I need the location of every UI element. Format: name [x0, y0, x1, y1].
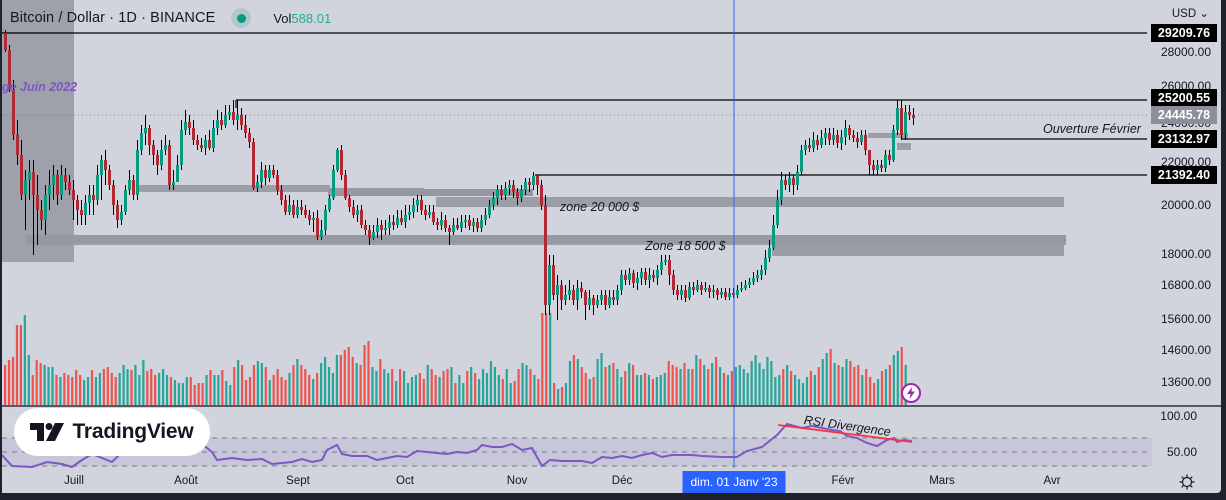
price-tick: 16800.00 — [1160, 278, 1211, 292]
zone-18500-annotation[interactable]: Zone 18 500 $ — [645, 239, 726, 253]
time-tick: Nov — [506, 475, 528, 487]
tradingview-logo[interactable]: TradingView — [14, 408, 210, 456]
price-tick: 22000.00 — [1160, 155, 1211, 169]
symbol-title[interactable]: Bitcoin / Dollar · 1D · BINANCE — [10, 10, 216, 26]
price-tick: 18000.00 — [1160, 247, 1211, 261]
volume-bars — [4, 313, 907, 405]
symbol-legend: Bitcoin / Dollar · 1D · BINANCE Vol588.0… — [2, 0, 331, 36]
time-tick: Août — [174, 475, 198, 487]
volume-legend[interactable]: Vol588.01 — [273, 11, 331, 26]
crosshair-date-label: dim. 01 Janv '23 — [682, 471, 786, 493]
currency-label: USD — [1171, 8, 1197, 20]
price-level-label: 25200.55 — [1151, 89, 1217, 107]
tradingview-logo-icon — [30, 423, 65, 441]
time-tick: Oct — [396, 475, 414, 487]
currency-selector[interactable]: USD ⌄ — [1172, 6, 1209, 20]
time-tick: Mars — [929, 475, 955, 487]
price-tick: 13600.00 — [1160, 375, 1211, 389]
chevron-down-icon: ⌄ — [1199, 8, 1209, 20]
time-tick: Juill — [64, 475, 84, 487]
current-price-label: 24445.78 — [1151, 106, 1217, 124]
time-tick: Sept — [286, 475, 310, 487]
tradingview-wordmark: TradingView — [72, 420, 194, 443]
zone-20000-annotation[interactable]: zone 20 000 $ — [560, 200, 640, 214]
rsi-tick: 100.00 — [1160, 409, 1197, 423]
range-annotation[interactable]: ge Juin 2022 — [2, 80, 78, 94]
market-status-icon[interactable] — [231, 8, 252, 28]
price-level-label: 23132.97 — [1151, 130, 1217, 148]
volume-label: Vol — [273, 10, 292, 26]
price-level-label: 21392.40 — [1151, 166, 1217, 184]
lightning-alert-icon[interactable] — [901, 383, 921, 403]
time-axis[interactable]: Juill Août Sept Oct Nov Déc Févr Mars Avr — [2, 468, 1152, 493]
time-tick: Déc — [611, 475, 633, 487]
price-tick: 28000.00 — [1160, 45, 1211, 59]
price-tick: 15600.00 — [1160, 312, 1211, 326]
rsi-divergence-line[interactable] — [777, 424, 913, 443]
ouverture-annotation[interactable]: Ouverture Février — [1043, 122, 1141, 136]
time-tick: Févr — [831, 475, 855, 487]
candlesticks[interactable] — [4, 30, 915, 320]
price-level-label: 29209.76 — [1151, 24, 1217, 42]
price-tick: 14600.00 — [1160, 343, 1211, 357]
rsi-tick: 50.00 — [1166, 445, 1197, 459]
horizontal-levels[interactable] — [2, 32, 1147, 176]
price-axis[interactable]: USD ⌄ 28000.0026000.0024000.0022000.0020… — [1145, 0, 1221, 493]
time-tick: Avr — [1043, 475, 1061, 487]
volume-value: 588.01 — [291, 10, 332, 26]
price-tick: 20000.00 — [1160, 198, 1211, 212]
settings-gear-icon[interactable] — [1179, 474, 1195, 490]
